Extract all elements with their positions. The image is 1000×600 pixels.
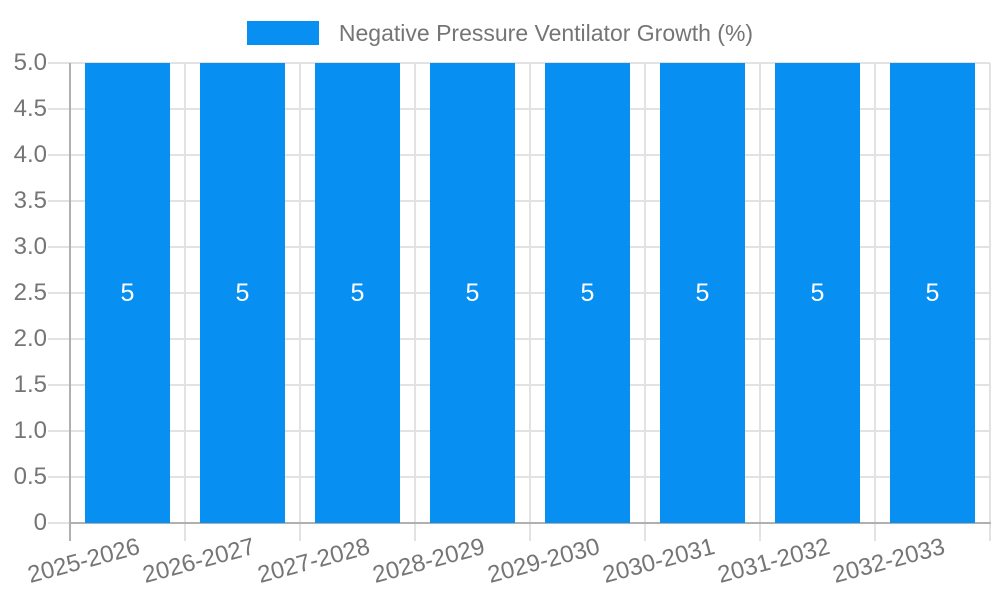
x-gridline bbox=[644, 63, 646, 523]
legend: Negative Pressure Ventilator Growth (%) bbox=[0, 20, 1000, 46]
y-axis-label: 1.0 bbox=[13, 417, 47, 444]
x-tick bbox=[644, 523, 646, 541]
bar-value-label: 5 bbox=[120, 278, 135, 307]
bar: 5 bbox=[315, 63, 400, 523]
bar: 5 bbox=[85, 63, 170, 523]
y-axis-label: 2.0 bbox=[13, 325, 47, 352]
y-tick bbox=[48, 246, 70, 248]
x-gridline bbox=[529, 63, 531, 523]
bar-value-label: 5 bbox=[580, 278, 595, 307]
bar-value-label: 5 bbox=[925, 278, 940, 307]
x-gridline bbox=[299, 63, 301, 523]
y-axis-label: 0 bbox=[33, 509, 47, 536]
y-axis-line bbox=[69, 63, 71, 541]
y-tick bbox=[48, 292, 70, 294]
y-axis-label: 3.5 bbox=[13, 187, 47, 214]
x-tick bbox=[874, 523, 876, 541]
x-gridline bbox=[989, 63, 991, 523]
x-gridline bbox=[759, 63, 761, 523]
bar: 5 bbox=[660, 63, 745, 523]
bar: 5 bbox=[200, 63, 285, 523]
bar: 5 bbox=[890, 63, 975, 523]
y-axis-label: 4.5 bbox=[13, 95, 47, 122]
bar-value-label: 5 bbox=[695, 278, 710, 307]
y-tick bbox=[48, 522, 70, 524]
y-axis-label: 1.5 bbox=[13, 371, 47, 398]
y-axis-label: 0.5 bbox=[13, 463, 47, 490]
bar-value-label: 5 bbox=[350, 278, 365, 307]
x-tick bbox=[414, 523, 416, 541]
y-axis-label: 5.0 bbox=[13, 49, 47, 76]
y-tick bbox=[48, 384, 70, 386]
x-tick bbox=[989, 523, 991, 541]
x-axis-line bbox=[69, 522, 991, 524]
y-tick bbox=[48, 200, 70, 202]
legend-label: Negative Pressure Ventilator Growth (%) bbox=[338, 20, 754, 46]
bar: 5 bbox=[545, 63, 630, 523]
y-tick bbox=[48, 62, 70, 64]
x-gridline bbox=[874, 63, 876, 523]
bar: 5 bbox=[430, 63, 515, 523]
y-tick bbox=[48, 476, 70, 478]
x-tick bbox=[184, 523, 186, 541]
y-axis-label: 4.0 bbox=[13, 141, 47, 168]
x-gridline bbox=[184, 63, 186, 523]
y-tick bbox=[48, 154, 70, 156]
y-tick bbox=[48, 108, 70, 110]
bar-value-label: 5 bbox=[235, 278, 250, 307]
x-tick bbox=[529, 523, 531, 541]
legend-swatch bbox=[246, 21, 319, 45]
x-tick bbox=[299, 523, 301, 541]
bar-value-label: 5 bbox=[465, 278, 480, 307]
y-tick bbox=[48, 430, 70, 432]
y-tick bbox=[48, 338, 70, 340]
bar-value-label: 5 bbox=[810, 278, 825, 307]
bar: 5 bbox=[775, 63, 860, 523]
x-tick bbox=[759, 523, 761, 541]
y-axis-label: 2.5 bbox=[13, 279, 47, 306]
x-gridline bbox=[414, 63, 416, 523]
y-axis-label: 3.0 bbox=[13, 233, 47, 260]
